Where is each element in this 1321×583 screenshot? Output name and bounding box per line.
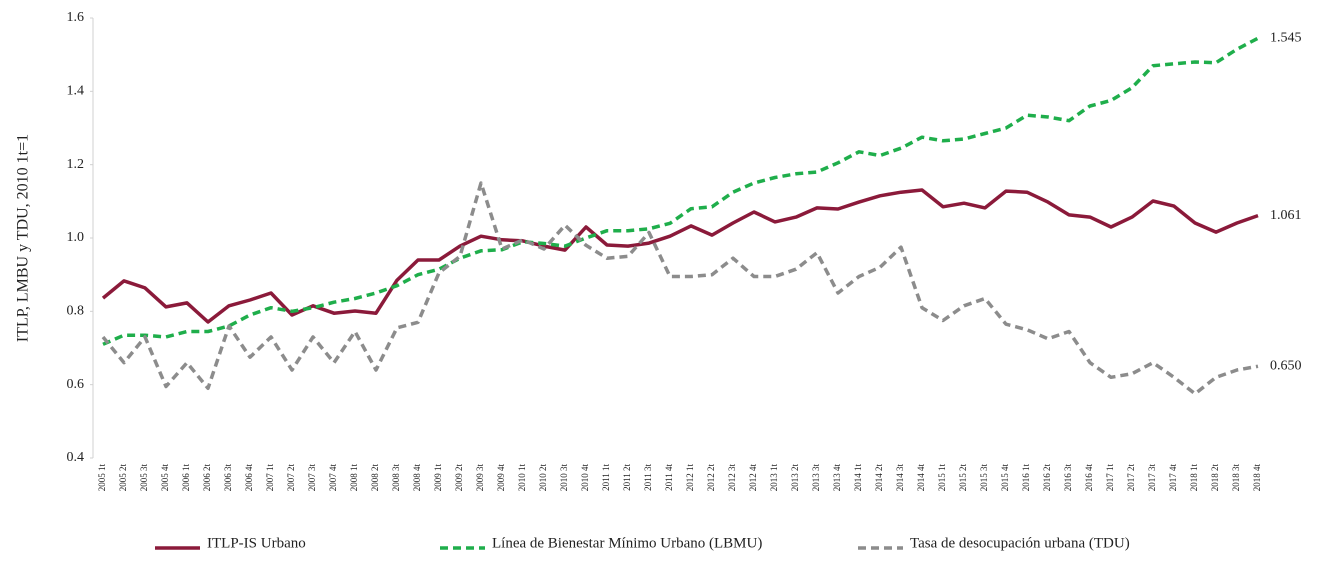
x-tick-label: 2015 3t (979, 464, 989, 492)
x-tick-label: 2010 3t (559, 464, 569, 492)
x-tick-label: 2011 3t (643, 464, 653, 491)
x-tick-label: 2016 3t (1063, 464, 1073, 492)
y-tick-label: 1.6 (67, 10, 85, 25)
x-tick-label: 2008 3t (391, 464, 401, 492)
x-tick-label: 2006 3t (223, 464, 233, 492)
x-tick-label: 2012 3t (727, 464, 737, 492)
x-tick-label: 2016 1t (1021, 464, 1031, 492)
x-tick-label: 2014 4t (916, 464, 926, 492)
y-tick-label: 0.6 (67, 377, 85, 392)
x-tick-label: 2009 2t (454, 464, 464, 492)
data-label: 0.650 (1270, 359, 1302, 374)
x-tick-label: 2017 1t (1105, 464, 1115, 492)
x-tick-label: 2012 1t (685, 464, 695, 492)
x-tick-label: 2007 1t (265, 464, 275, 492)
x-tick-label: 2012 4t (748, 464, 758, 492)
x-tick-label: 2012 2t (706, 464, 716, 492)
x-tick-label: 2011 2t (622, 464, 632, 491)
x-tick-label: 2014 2t (874, 464, 884, 492)
series-line (101, 181, 1259, 396)
x-tick-label: 2014 1t (853, 464, 863, 492)
y-tick-label: 1.0 (67, 230, 85, 245)
x-tick-label: 2013 2t (790, 464, 800, 492)
x-tick-label: 2016 4t (1084, 464, 1094, 492)
legend-label: Tasa de desocupación urbana (TDU) (910, 535, 1130, 551)
x-tick-label: 2009 3t (475, 464, 485, 492)
x-tick-label: 2015 2t (958, 464, 968, 492)
x-tick-label: 2009 1t (433, 464, 443, 492)
x-tick-label: 2008 4t (412, 464, 422, 492)
x-tick-label: 2009 4t (496, 464, 506, 492)
x-tick-label: 2007 2t (286, 464, 296, 492)
x-tick-label: 2005 2t (118, 464, 128, 492)
y-tick-label: 0.4 (67, 450, 85, 465)
x-tick-label: 2005 4t (160, 464, 170, 492)
x-tick-label: 2005 1t (97, 464, 107, 492)
y-axis-label: ITLP, LMBU y TDU, 2010 1t=1 (15, 134, 32, 342)
x-tick-label: 2008 1t (349, 464, 359, 492)
x-tick-label: 2006 2t (202, 464, 212, 492)
x-tick-label: 2017 4t (1168, 464, 1178, 492)
x-tick-label: 2006 4t (244, 464, 254, 492)
x-tick-label: 2017 3t (1147, 464, 1157, 492)
x-tick-label: 2011 4t (664, 464, 674, 491)
x-tick-label: 2005 3t (139, 464, 149, 492)
x-tick-label: 2013 4t (832, 464, 842, 492)
series-line (101, 188, 1259, 324)
x-tick-label: 2018 3t (1231, 464, 1241, 492)
x-tick-label: 2014 3t (895, 464, 905, 492)
x-tick-label: 2010 1t (517, 464, 527, 492)
x-tick-label: 2007 4t (328, 464, 338, 492)
x-tick-label: 2015 1t (937, 464, 947, 492)
x-tick-label: 2010 2t (538, 464, 548, 492)
x-tick-label: 2006 1t (181, 464, 191, 492)
x-tick-label: 2016 2t (1042, 464, 1052, 492)
legend-label: Línea de Bienestar Mínimo Urbano (LBMU) (492, 535, 762, 551)
data-label: 1.061 (1270, 208, 1302, 223)
x-tick-label: 2007 3t (307, 464, 317, 492)
legend-label: ITLP-IS Urbano (207, 535, 306, 551)
x-tick-label: 2008 2t (370, 464, 380, 492)
y-tick-label: 0.8 (67, 304, 85, 319)
x-tick-label: 2010 4t (580, 464, 590, 492)
x-tick-label: 2011 1t (601, 464, 611, 491)
series-line (102, 36, 1259, 346)
x-tick-label: 2017 2t (1126, 464, 1136, 492)
x-tick-label: 2015 4t (1000, 464, 1010, 492)
data-label: 1.545 (1270, 30, 1302, 45)
y-tick-label: 1.2 (67, 157, 85, 172)
x-tick-label: 2018 1t (1189, 464, 1199, 492)
y-tick-label: 1.4 (67, 84, 85, 99)
x-tick-label: 2018 4t (1252, 464, 1262, 492)
x-tick-label: 2018 2t (1210, 464, 1220, 492)
x-tick-label: 2013 3t (811, 464, 821, 492)
x-tick-label: 2013 1t (769, 464, 779, 492)
